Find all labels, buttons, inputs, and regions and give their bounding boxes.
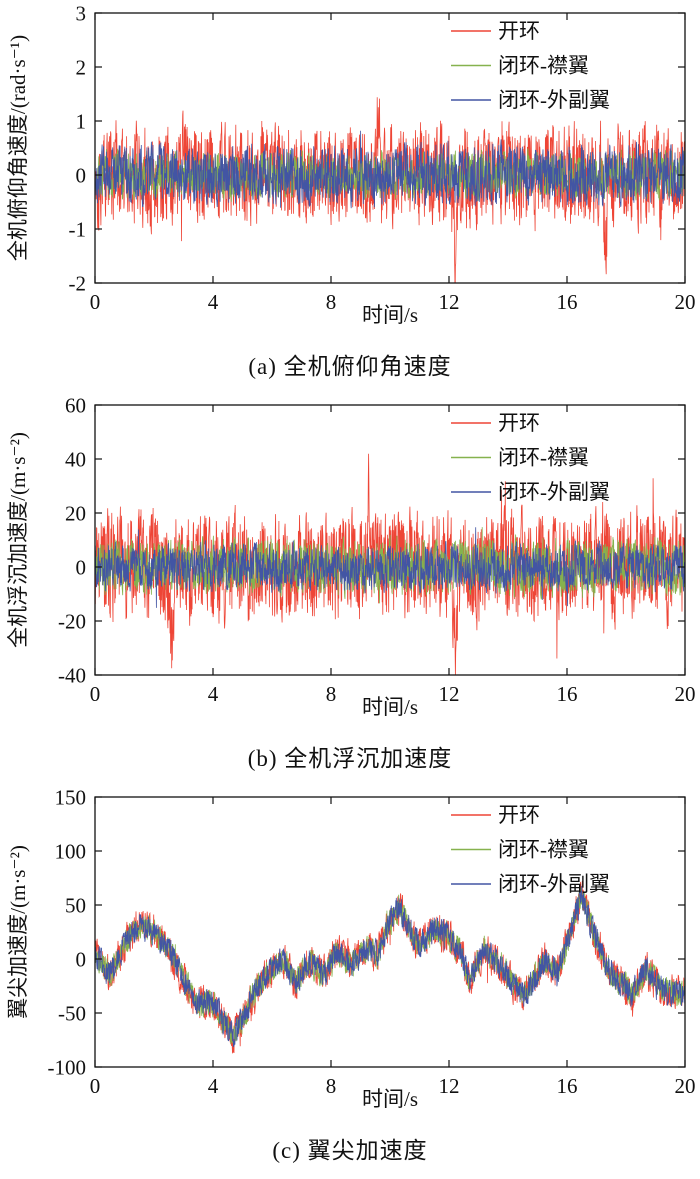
y-tick-label: -50 <box>58 1002 86 1026</box>
series-group <box>95 97 685 283</box>
legend-label: 闭环-襟翼 <box>498 54 589 78</box>
chart-c-caption: (c) 翼尖加速度 <box>272 1137 428 1163</box>
x-tick-label: 20 <box>675 1074 696 1098</box>
x-axis-label: 时间/s <box>362 1087 418 1111</box>
legend-label: 开环 <box>498 19 540 43</box>
x-tick-label: 20 <box>675 682 696 706</box>
chart-c-canvas: 0 4 8 12 16 20 -100 -50 0 50 100 150 时间/s 翼尖加速度/(m·s⁻… <box>6 786 696 1112</box>
plot-frame <box>94 796 686 1068</box>
y-tick-label: -40 <box>58 664 86 688</box>
series-line-2 <box>95 130 685 209</box>
y-tick-label: 100 <box>55 840 87 864</box>
y-tick-label: 2 <box>76 56 87 80</box>
x-tick-label: 8 <box>326 290 337 314</box>
chart-a-block: 0 4 8 12 16 20 -2 -1 0 1 2 3 时间/s 全机俯仰角速度/(rad·s⁻¹) 开环… <box>0 0 700 392</box>
x-tick-label: 12 <box>439 1074 460 1098</box>
x-tick-label: 8 <box>326 682 337 706</box>
legend-label: 闭环-襟翼 <box>498 446 589 470</box>
chart-b-caption: (b) 全机浮沉加速度 <box>247 745 453 771</box>
y-axis-label: 全机浮沉加速度/(m·s⁻²) <box>6 432 30 648</box>
y-tick-label: 50 <box>65 894 86 918</box>
x-axis-label: 时间/s <box>362 695 418 719</box>
x-axis-label: 时间/s <box>362 303 418 327</box>
legend-label: 开环 <box>498 803 540 827</box>
x-tick-label: 16 <box>557 682 578 706</box>
legend-label: 闭环-外副翼 <box>498 872 610 896</box>
x-tick-label: 12 <box>439 682 460 706</box>
y-tick-label: 0 <box>76 556 87 580</box>
chart-b-block: 0 4 8 12 16 20 -40 -20 0 20 40 60 时间/s 全机浮沉加速度/(m·s⁻²… <box>0 392 700 784</box>
y-tick-label: -1 <box>69 218 87 242</box>
x-tick-label: 4 <box>208 290 219 314</box>
x-tick-label: 16 <box>557 1074 578 1098</box>
chart-b-canvas: 0 4 8 12 16 20 -40 -20 0 20 40 60 时间/s 全机浮沉加速度/(m·s⁻²… <box>6 394 696 720</box>
legend-label: 开环 <box>498 411 540 435</box>
plot-frame <box>94 12 686 284</box>
chart-c-block: 0 4 8 12 16 20 -100 -50 0 50 100 150 时间/s 翼尖加速度/(m·s⁻… <box>0 784 700 1176</box>
y-tick-label: -100 <box>48 1056 87 1080</box>
series-group <box>95 453 685 675</box>
y-tick-label: 40 <box>65 448 86 472</box>
series-line-2 <box>95 527 685 608</box>
y-tick-label: 60 <box>65 394 86 418</box>
x-tick-label: 0 <box>90 1074 101 1098</box>
legend-label: 闭环-外副翼 <box>498 480 610 504</box>
y-tick-label: -2 <box>69 272 87 296</box>
chart-a-caption: (a) 全机俯仰角速度 <box>248 353 452 379</box>
plot-frame <box>94 404 686 676</box>
y-axis-label: 全机俯仰角速度/(rad·s⁻¹) <box>6 35 30 261</box>
x-tick-label: 8 <box>326 1074 337 1098</box>
series-line-2 <box>95 885 685 1048</box>
y-tick-label: 150 <box>55 786 87 810</box>
x-tick-label: 16 <box>557 290 578 314</box>
x-tick-label: 20 <box>675 290 696 314</box>
y-tick-label: -20 <box>58 610 86 634</box>
x-tick-label: 4 <box>208 682 219 706</box>
y-tick-label: 0 <box>76 948 87 972</box>
y-tick-label: 3 <box>76 2 87 26</box>
series-group <box>95 881 685 1054</box>
series-line-0 <box>95 881 685 1054</box>
y-tick-label: 20 <box>65 502 86 526</box>
chart-a-canvas: 0 4 8 12 16 20-2-10123时间/s全机俯仰角速度/(rad·s⁻¹)开环… <box>6 2 696 328</box>
y-tick-label: 0 <box>76 164 87 188</box>
x-tick-label: 12 <box>439 290 460 314</box>
y-axis-label: 翼尖加速度/(m·s⁻²) <box>6 845 30 1019</box>
x-tick-label: 4 <box>208 1074 219 1098</box>
x-tick-label: 0 <box>90 682 101 706</box>
x-tick-label: 0 <box>90 290 101 314</box>
legend-label: 闭环-襟翼 <box>498 838 589 862</box>
y-tick-label: 1 <box>76 110 87 134</box>
legend-label: 闭环-外副翼 <box>498 88 610 112</box>
